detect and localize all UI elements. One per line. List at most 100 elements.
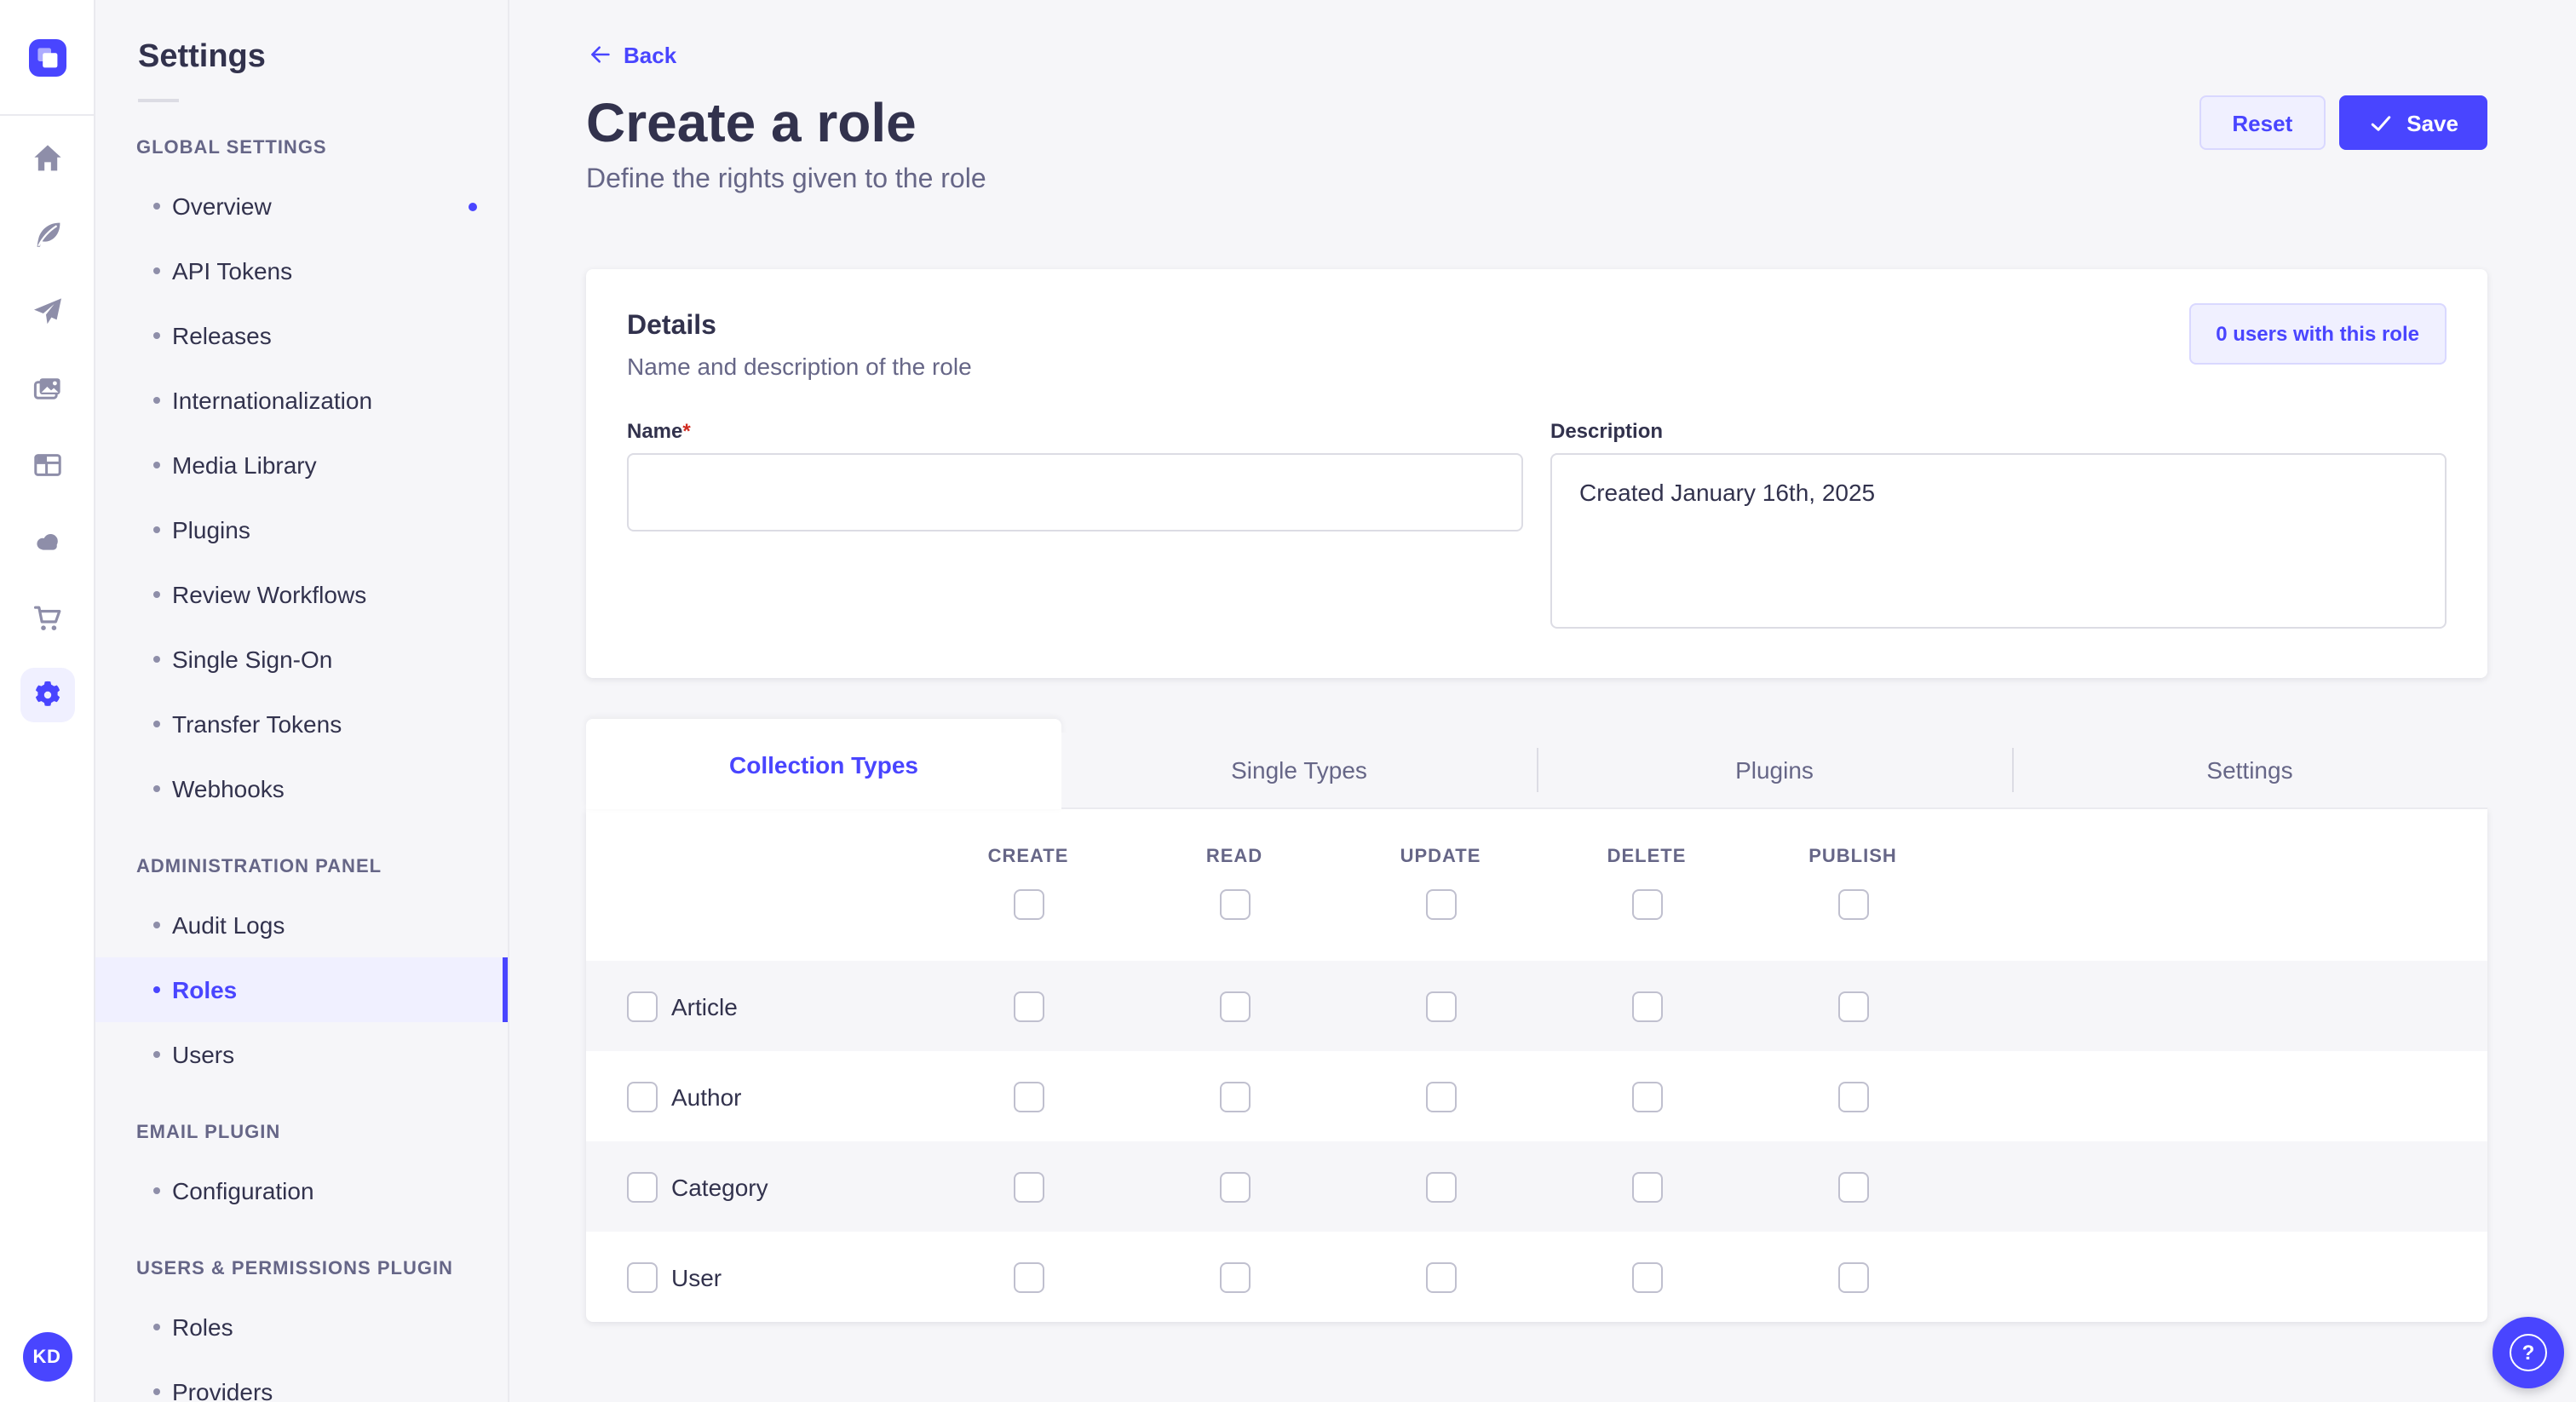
author-update-checkbox[interactable] xyxy=(1425,1081,1456,1112)
permissions-tabs: Collection Types Single Types Plugins Setti… xyxy=(586,719,2487,809)
sidebar-item-overview[interactable]: Overview xyxy=(95,174,508,238)
content-feather-icon[interactable] xyxy=(0,196,95,273)
user-avatar[interactable]: KD xyxy=(22,1332,72,1382)
bullet-icon xyxy=(153,721,160,727)
release-paper-plane-icon[interactable] xyxy=(0,273,95,349)
content-type-layout-icon[interactable] xyxy=(0,426,95,503)
subnav-section-global-settings: GLOBAL SETTINGS Overview API Tokens Release… xyxy=(95,136,508,821)
sidebar-item-transfer-tokens[interactable]: Transfer Tokens xyxy=(95,692,508,756)
sidebar-item-media-library[interactable]: Media Library xyxy=(95,433,508,497)
tab-collection-types[interactable]: Collection Types xyxy=(586,719,1061,809)
permission-cell xyxy=(1337,991,1544,1021)
header-actions: Reset Save xyxy=(2199,95,2487,150)
reset-button[interactable]: Reset xyxy=(2199,95,2326,150)
sidebar-item-label: Providers xyxy=(172,1378,273,1402)
table-row-category: Category xyxy=(586,1141,2487,1232)
user-update-checkbox[interactable] xyxy=(1425,1261,1456,1292)
sidebar-item-users[interactable]: Users xyxy=(95,1022,508,1087)
select-row-user-checkbox[interactable] xyxy=(627,1261,658,1292)
back-arrow-icon xyxy=(591,46,610,63)
article-read-checkbox[interactable] xyxy=(1219,991,1250,1021)
sidebar-item-review-workflows[interactable]: Review Workflows xyxy=(95,562,508,627)
article-delete-checkbox[interactable] xyxy=(1631,991,1662,1021)
sidebar-item-label: Overview xyxy=(172,192,272,220)
category-delete-checkbox[interactable] xyxy=(1631,1171,1662,1202)
permission-cell xyxy=(1750,991,1956,1021)
media-library-images-icon[interactable] xyxy=(0,349,95,426)
strapi-logo-icon[interactable] xyxy=(28,38,66,76)
tab-plugins[interactable]: Plugins xyxy=(1537,733,2012,809)
page-subtitle: Define the rights given to the role xyxy=(586,165,986,194)
description-field-group: Description Created January 16th, 2025 xyxy=(1550,416,2447,637)
permission-cell xyxy=(1750,1261,1956,1292)
users-with-role-badge[interactable]: 0 users with this role xyxy=(2188,303,2447,365)
bullet-icon xyxy=(153,1187,160,1194)
bullet-icon xyxy=(153,656,160,663)
author-delete-checkbox[interactable] xyxy=(1631,1081,1662,1112)
category-read-checkbox[interactable] xyxy=(1219,1171,1250,1202)
sidebar-item-releases[interactable]: Releases xyxy=(95,303,508,368)
select-row-author-checkbox[interactable] xyxy=(627,1081,658,1112)
sidebar-item-configuration[interactable]: Configuration xyxy=(95,1158,508,1223)
category-create-checkbox[interactable] xyxy=(1013,1171,1044,1202)
permission-cell xyxy=(1750,1171,1956,1202)
sidebar-item-roles[interactable]: Roles xyxy=(95,1295,508,1359)
select-row-article-checkbox[interactable] xyxy=(627,991,658,1021)
select-all-delete-checkbox[interactable] xyxy=(1631,889,1662,920)
author-publish-checkbox[interactable] xyxy=(1837,1081,1868,1112)
permission-cell xyxy=(1131,1171,1337,1202)
bullet-icon xyxy=(153,1051,160,1058)
select-row-category-checkbox[interactable] xyxy=(627,1171,658,1202)
category-update-checkbox[interactable] xyxy=(1425,1171,1456,1202)
user-publish-checkbox[interactable] xyxy=(1837,1261,1868,1292)
author-read-checkbox[interactable] xyxy=(1219,1081,1250,1112)
description-textarea[interactable]: Created January 16th, 2025 xyxy=(1550,453,2447,629)
row-label-cell: Article xyxy=(627,991,925,1021)
tab-single-types[interactable]: Single Types xyxy=(1061,733,1537,809)
bullet-icon xyxy=(153,267,160,274)
article-update-checkbox[interactable] xyxy=(1425,991,1456,1021)
sidebar-item-audit-logs[interactable]: Audit Logs xyxy=(95,893,508,957)
article-create-checkbox[interactable] xyxy=(1013,991,1044,1021)
deploy-cloud-icon[interactable] xyxy=(0,503,95,579)
user-delete-checkbox[interactable] xyxy=(1631,1261,1662,1292)
sidebar-item-providers[interactable]: Providers xyxy=(95,1359,508,1402)
category-publish-checkbox[interactable] xyxy=(1837,1171,1868,1202)
sidebar-item-label: Review Workflows xyxy=(172,581,367,608)
back-link[interactable]: Back xyxy=(586,41,676,68)
column-update: UPDATE xyxy=(1337,847,1544,961)
sidebar-item-api-tokens[interactable]: API Tokens xyxy=(95,238,508,303)
bullet-icon xyxy=(153,986,160,993)
sidebar-item-single-sign-on[interactable]: Single Sign-On xyxy=(95,627,508,692)
home-icon[interactable] xyxy=(0,119,95,196)
user-create-checkbox[interactable] xyxy=(1013,1261,1044,1292)
tab-settings[interactable]: Settings xyxy=(2012,733,2487,809)
name-input[interactable] xyxy=(627,453,1523,531)
help-button[interactable]: ? xyxy=(2493,1317,2564,1388)
save-button[interactable]: Save xyxy=(2338,95,2487,150)
sidebar-item-label: Roles xyxy=(172,1313,233,1341)
marketplace-cart-icon[interactable] xyxy=(0,579,95,656)
sidebar-item-internationalization[interactable]: Internationalization xyxy=(95,368,508,433)
column-create: CREATE xyxy=(925,847,1131,961)
select-all-create-checkbox[interactable] xyxy=(1013,889,1044,920)
sidebar-item-plugins[interactable]: Plugins xyxy=(95,497,508,562)
select-all-update-checkbox[interactable] xyxy=(1425,889,1456,920)
sidebar-item-label: Plugins xyxy=(172,516,250,543)
section-header: EMAIL PLUGIN xyxy=(136,1123,281,1143)
column-header-label: UPDATE xyxy=(1400,847,1481,867)
bullet-icon xyxy=(153,203,160,210)
permissions-table: CREATE READ UPDATE DELETE PUBLISH Article Aut… xyxy=(586,809,2487,1322)
sidebar-item-roles[interactable]: Roles xyxy=(95,957,508,1022)
permission-cell xyxy=(1337,1171,1544,1202)
select-all-read-checkbox[interactable] xyxy=(1219,889,1250,920)
sidebar-item-webhooks[interactable]: Webhooks xyxy=(95,756,508,821)
settings-gear-icon[interactable] xyxy=(0,656,95,733)
article-publish-checkbox[interactable] xyxy=(1837,991,1868,1021)
user-read-checkbox[interactable] xyxy=(1219,1261,1250,1292)
author-create-checkbox[interactable] xyxy=(1013,1081,1044,1112)
sidebar-item-label: Releases xyxy=(172,322,272,349)
select-all-publish-checkbox[interactable] xyxy=(1837,889,1868,920)
row-label-cell: User xyxy=(627,1261,925,1292)
